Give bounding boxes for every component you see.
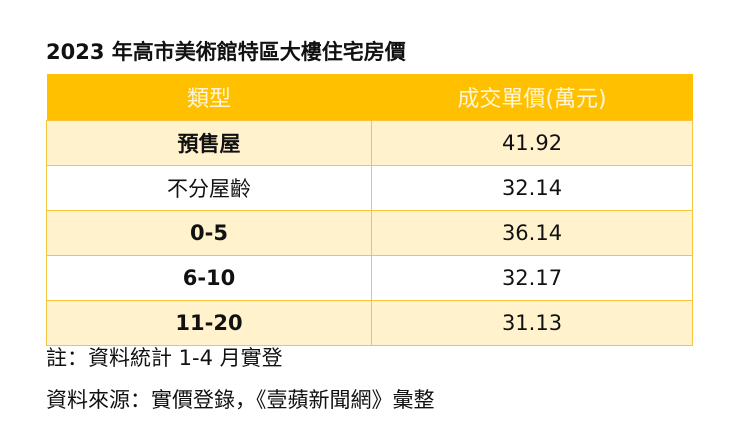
row-price: 41.92 <box>371 120 693 166</box>
row-type: 不分屋齡 <box>46 165 372 211</box>
price-table: 類型 成交單價(萬元) 預售屋 41.92 不分屋齡 32.14 0-5 36.… <box>46 74 693 346</box>
row-price: 36.14 <box>371 210 693 256</box>
table-row: 預售屋 41.92 <box>46 120 693 166</box>
header-row: 類型 成交單價(萬元) <box>46 74 693 121</box>
table-title: 2023 年高市美術館特區大樓住宅房價 <box>46 40 406 64</box>
row-price: 31.13 <box>371 300 693 346</box>
table-row: 11-20 31.13 <box>46 300 693 346</box>
footnote: 註：資料統計 1-4 月實登 <box>46 346 283 370</box>
column-header-price: 成交單價(萬元) <box>371 74 693 121</box>
row-type: 0-5 <box>46 210 372 256</box>
row-type: 6-10 <box>46 255 372 301</box>
row-type: 預售屋 <box>46 120 372 166</box>
table-row: 不分屋齡 32.14 <box>46 165 693 211</box>
row-price: 32.14 <box>371 165 693 211</box>
row-type: 11-20 <box>46 300 372 346</box>
table-row: 6-10 32.17 <box>46 255 693 301</box>
column-header-type: 類型 <box>46 74 372 121</box>
source-note: 資料來源：實價登錄，《壹蘋新聞網》彙整 <box>46 388 435 412</box>
table-row: 0-5 36.14 <box>46 210 693 256</box>
row-price: 32.17 <box>371 255 693 301</box>
